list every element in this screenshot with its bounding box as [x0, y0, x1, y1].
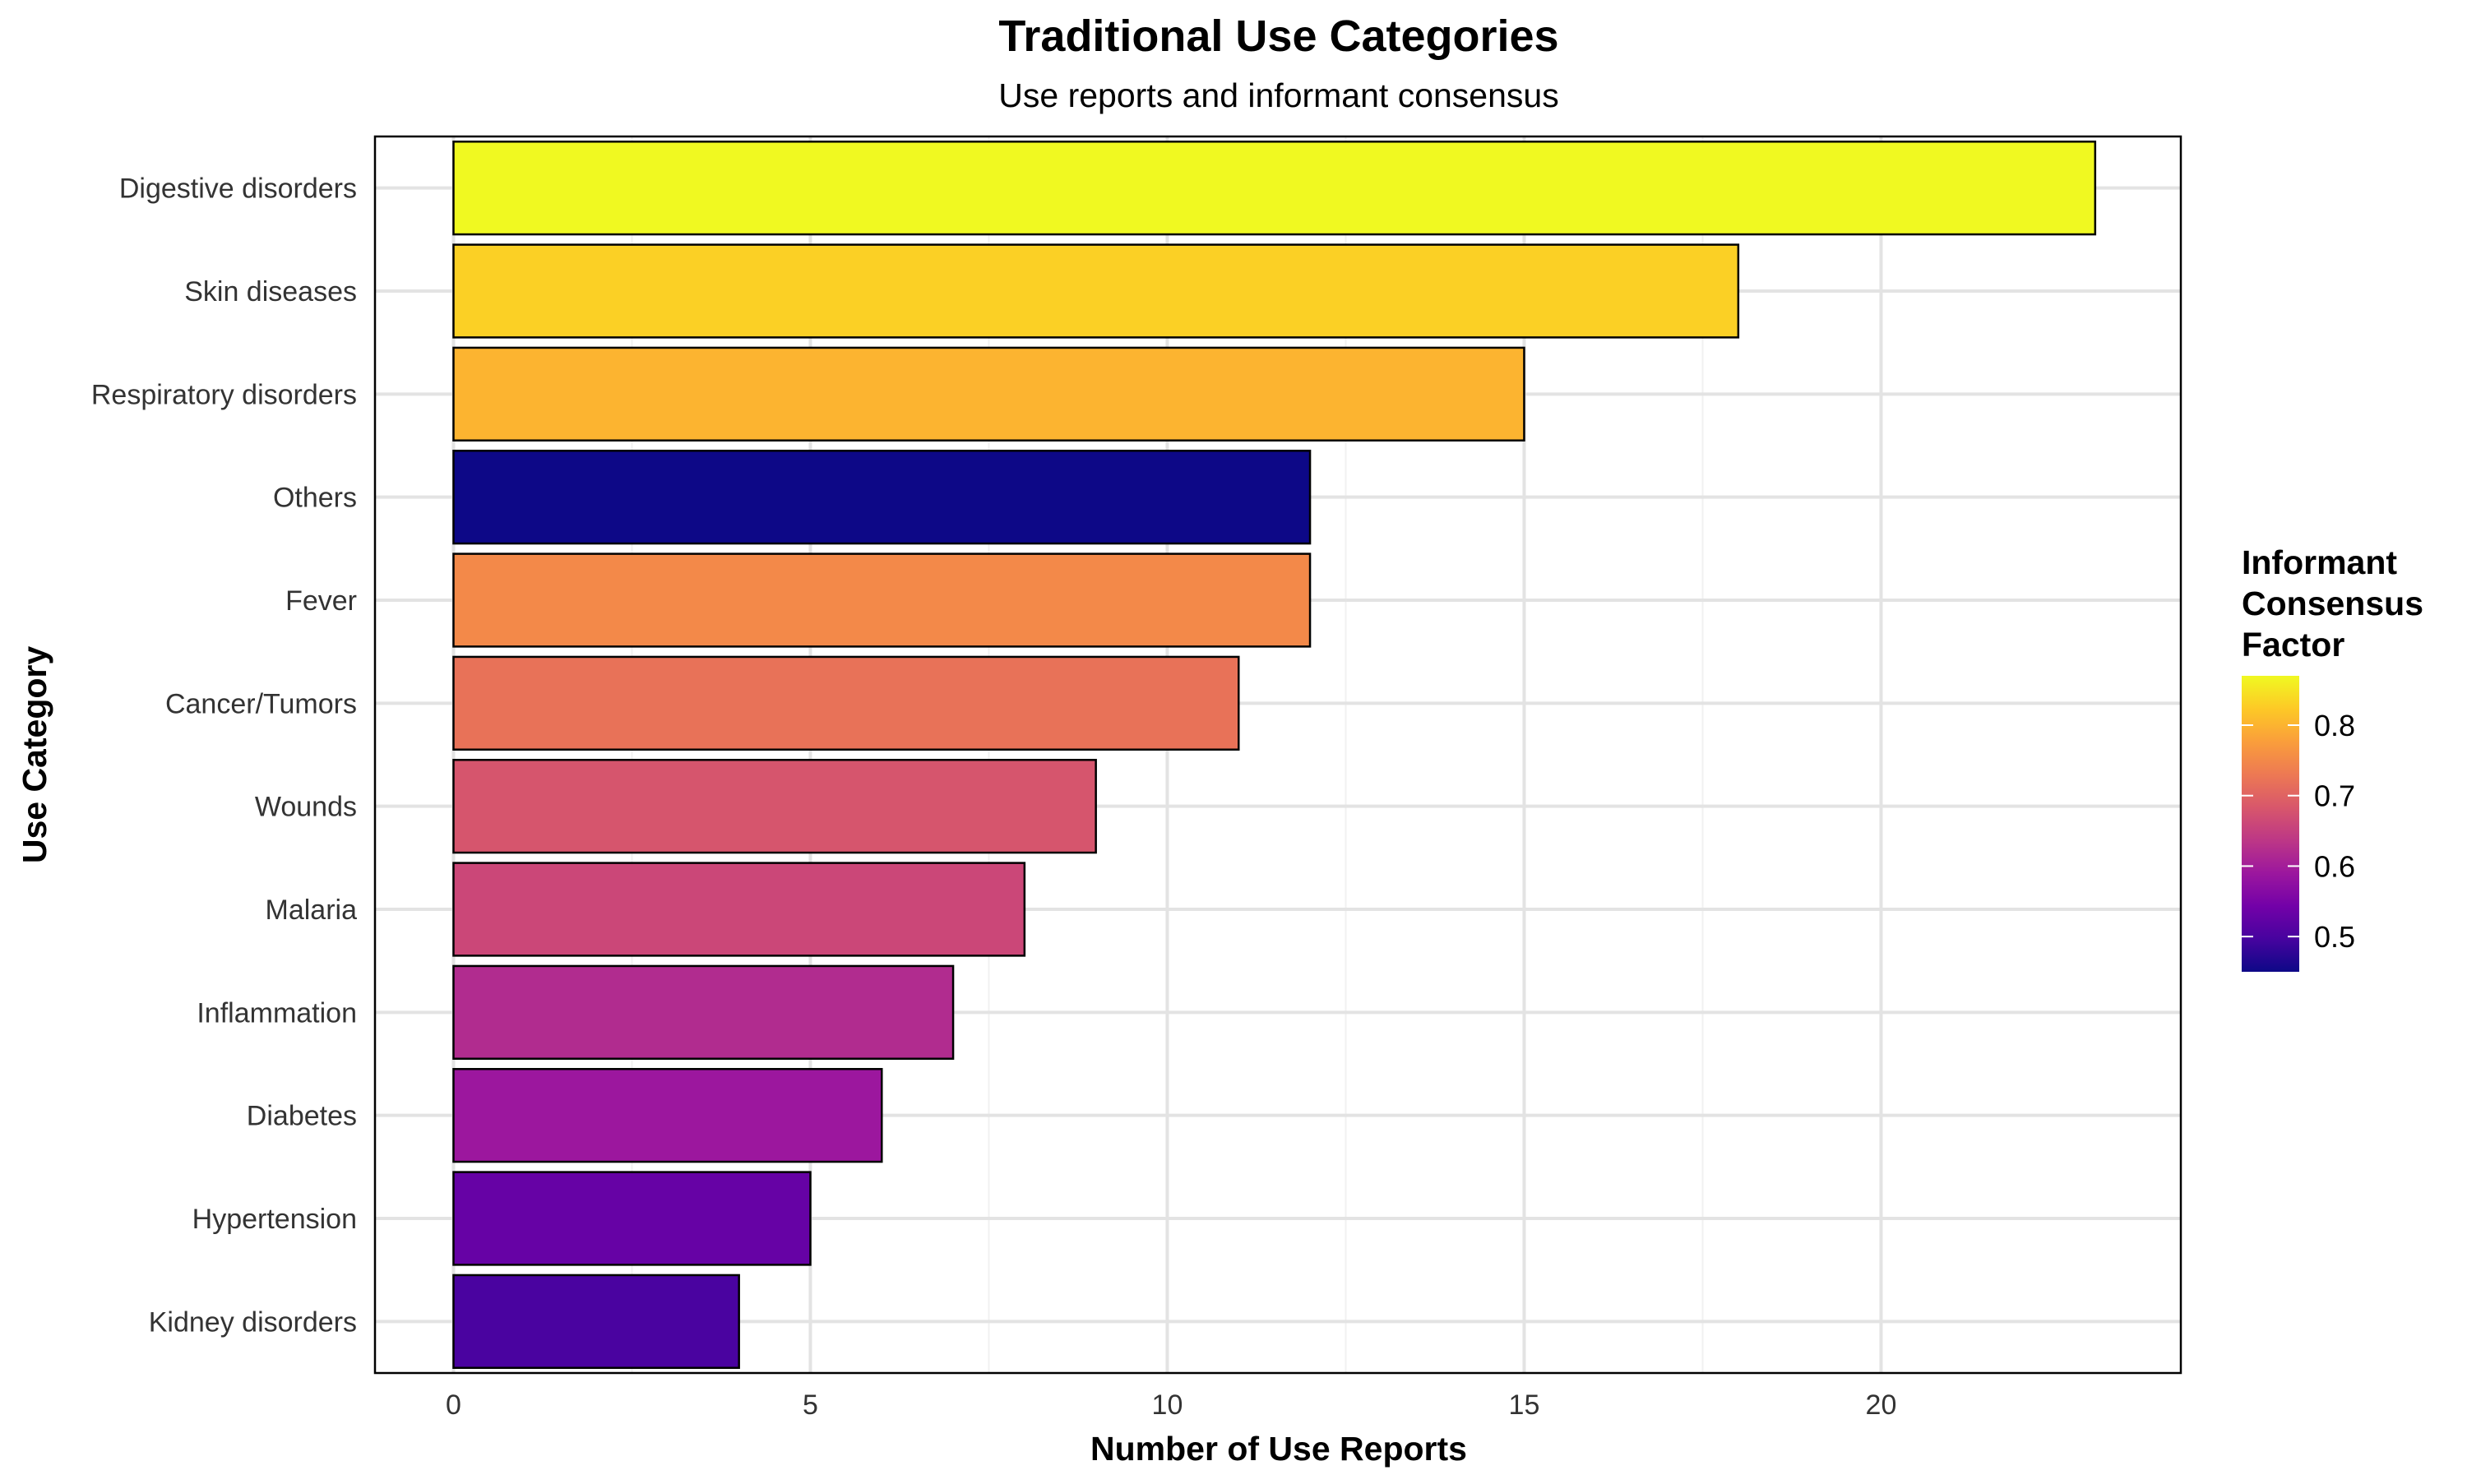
- legend-title-line: Factor: [2242, 626, 2344, 663]
- x-tick-label: 10: [1152, 1389, 1183, 1421]
- x-tick-label: 0: [446, 1389, 461, 1421]
- y-tick-label: Respiratory disorders: [91, 379, 357, 410]
- bar: [452, 141, 2097, 236]
- y-tick-label: Cancer/Tumors: [165, 688, 357, 719]
- bar: [452, 862, 1026, 957]
- y-tick-label: Malaria: [266, 895, 358, 926]
- bar: [452, 450, 1312, 545]
- y-tick-label: Inflammation: [197, 997, 357, 1029]
- y-tick-label: Hypertension: [192, 1204, 357, 1235]
- bar: [452, 346, 1525, 442]
- bar: [452, 1274, 740, 1369]
- legend-ticks: 0.5 0.6 0.7 0.8: [2242, 709, 2355, 954]
- x-tick-label: 5: [803, 1389, 818, 1421]
- y-axis-tick-labels: Digestive disorders Skin diseases Respirat…: [91, 173, 357, 1338]
- x-axis-title: Number of Use Reports: [1090, 1430, 1467, 1468]
- y-tick-label: Others: [273, 483, 357, 514]
- bar: [452, 1171, 812, 1266]
- x-tick-label: 15: [1509, 1389, 1540, 1421]
- bar: [452, 552, 1312, 648]
- y-tick-label: Diabetes: [247, 1101, 357, 1132]
- legend-color-bar: [2242, 676, 2299, 972]
- bar: [452, 759, 1097, 854]
- y-tick-label: Digestive disorders: [119, 173, 357, 205]
- legend-title-line: Consensus: [2242, 585, 2423, 622]
- y-tick-label: Kidney disorders: [149, 1306, 357, 1338]
- chart-title: Traditional Use Categories: [998, 12, 1558, 61]
- bar: [452, 1068, 883, 1163]
- legend-title-line: Informant: [2242, 543, 2397, 581]
- y-tick-label: Wounds: [255, 792, 357, 823]
- legend-tick-label: 0.8: [2314, 709, 2355, 742]
- legend-tick-label: 0.5: [2314, 920, 2355, 954]
- legend-title: Informant Consensus Factor: [2242, 543, 2423, 663]
- y-axis-title: Use Category: [16, 646, 53, 864]
- bars: [452, 141, 2097, 1369]
- x-tick-label: 20: [1866, 1389, 1897, 1421]
- color-legend: Informant Consensus Factor 0.5 0.6 0.7 0.8: [2242, 543, 2423, 972]
- legend-tick-label: 0.7: [2314, 779, 2355, 813]
- x-axis-tick-labels: 0 5 10 15 20: [446, 1389, 1896, 1421]
- bar: [452, 655, 1240, 751]
- y-tick-label: Skin diseases: [184, 276, 357, 307]
- y-tick-label: Fever: [285, 585, 357, 617]
- chart-subtitle: Use reports and informant consensus: [998, 76, 1558, 114]
- bar: [452, 243, 1740, 339]
- plot-border: [373, 135, 2182, 1375]
- legend-tick-label: 0.6: [2314, 849, 2355, 883]
- bar: [452, 964, 955, 1060]
